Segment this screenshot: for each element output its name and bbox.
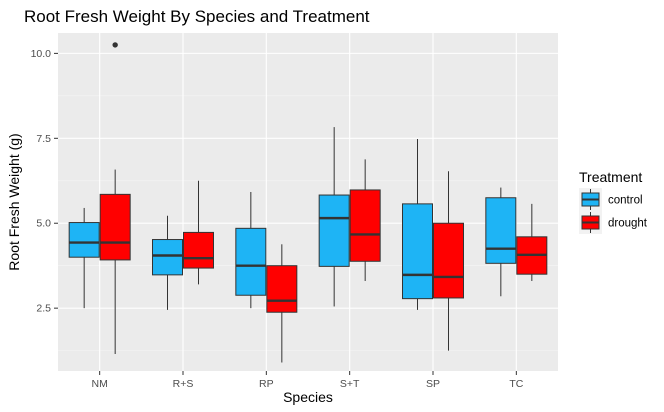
legend-label: control xyxy=(608,195,643,207)
legend-item-drought: drought xyxy=(579,211,648,234)
box xyxy=(349,189,381,262)
y-tick-label: 7.5 xyxy=(36,133,51,145)
box xyxy=(152,239,183,276)
box-group-drought-tc xyxy=(516,203,548,281)
box-group-control-r-s xyxy=(152,215,183,310)
legend: Treatment control drought xyxy=(579,169,648,234)
chart-title: Root Fresh Weight By Species and Treatme… xyxy=(24,7,370,26)
x-tick-label: NM xyxy=(91,378,107,390)
box xyxy=(183,231,214,269)
x-tick-label: SP xyxy=(426,378,440,390)
box-group-drought-nm xyxy=(99,42,131,355)
box xyxy=(266,265,298,313)
box-group-drought-sp xyxy=(433,171,464,351)
box xyxy=(318,194,350,267)
y-axis-title: Root Fresh Weight (g) xyxy=(6,133,22,270)
x-tick-label: RP xyxy=(259,378,274,390)
x-axis-title: Species xyxy=(283,389,333,405)
box-group-control-nm xyxy=(68,207,100,309)
legend-items: control drought xyxy=(579,188,648,234)
x-tick-label: TC xyxy=(509,378,523,390)
box-group-control-sp xyxy=(402,138,433,310)
box xyxy=(402,203,433,300)
y-tick-label: 2.5 xyxy=(36,303,51,315)
box-group-drought-r-s xyxy=(183,180,214,285)
y-tick-label: 5.0 xyxy=(36,218,51,230)
box xyxy=(235,227,267,296)
outlier-point xyxy=(112,42,118,48)
box xyxy=(433,222,464,299)
axes: 2.5 5.0 7.5 10.0 NM R+S RP S+T SP TC xyxy=(31,48,524,390)
box xyxy=(99,193,131,261)
box-group-control-s-t xyxy=(318,127,350,307)
plot-panel xyxy=(58,33,558,371)
box xyxy=(485,197,517,264)
legend-label: drought xyxy=(608,218,648,230)
legend-title: Treatment xyxy=(579,169,642,185)
box xyxy=(68,222,100,258)
x-tick-label: S+T xyxy=(340,378,360,390)
legend-item-control: control xyxy=(579,188,643,211)
box-group-drought-s-t xyxy=(349,159,381,281)
y-tick-label: 10.0 xyxy=(31,48,52,60)
x-tick-label: R+S xyxy=(173,378,194,390)
box-series xyxy=(68,42,548,363)
box-group-control-rp xyxy=(235,191,267,309)
box-group-control-tc xyxy=(485,187,517,297)
box-group-drought-rp xyxy=(266,244,298,363)
